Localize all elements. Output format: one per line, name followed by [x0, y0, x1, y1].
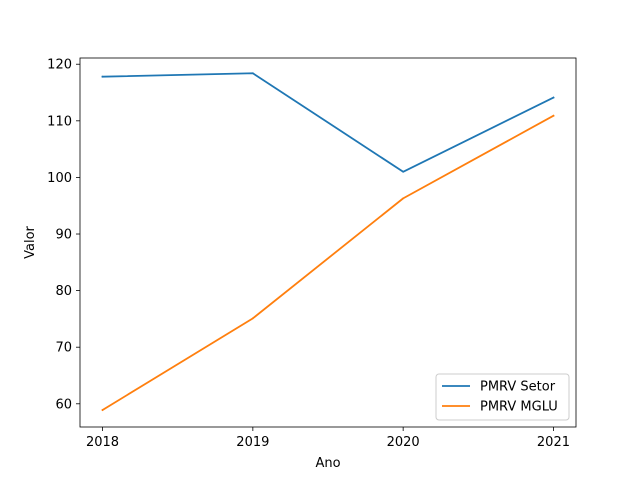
- x-tick-label: 2018: [86, 435, 119, 450]
- y-tick-label: 110: [47, 114, 72, 129]
- y-tick-label: 120: [47, 58, 72, 73]
- y-tick-label: 80: [55, 284, 72, 299]
- x-tick-label: 2020: [387, 435, 420, 450]
- x-tick-label: 2021: [537, 435, 570, 450]
- y-tick-label: 60: [55, 397, 72, 412]
- data-point-pmrv-setor: [251, 72, 254, 75]
- plot-frame: [79, 57, 577, 428]
- data-point-pmrv-mglu: [552, 114, 555, 117]
- y-axis-label: Valor: [23, 225, 38, 258]
- legend-label-pmrv-mglu: PMRV MGLU: [480, 400, 558, 415]
- legend-label-pmrv-setor: PMRV Setor: [480, 380, 556, 395]
- y-tick-label: 90: [55, 228, 72, 243]
- data-point-pmrv-setor: [402, 170, 405, 173]
- x-axis-label: Ano: [315, 456, 340, 471]
- data-point-pmrv-mglu: [402, 197, 405, 200]
- x-axis: 2018 2019 2020 2021: [86, 427, 570, 450]
- data-point-pmrv-setor: [552, 96, 555, 99]
- series-line-pmrv-mglu: [101, 114, 555, 412]
- series-line-pmrv-setor: [101, 72, 555, 173]
- data-point-pmrv-mglu: [251, 317, 254, 320]
- data-point-pmrv-mglu: [101, 409, 104, 411]
- x-tick-label: 2019: [236, 435, 269, 450]
- data-point-pmrv-setor: [101, 75, 104, 78]
- plot-area: [101, 72, 555, 412]
- y-tick-label: 100: [47, 171, 72, 186]
- legend: PMRV Setor PMRV MGLU: [435, 373, 570, 421]
- y-axis: 60 70 80 90 100 110 120: [47, 58, 80, 412]
- y-tick-label: 70: [55, 341, 72, 356]
